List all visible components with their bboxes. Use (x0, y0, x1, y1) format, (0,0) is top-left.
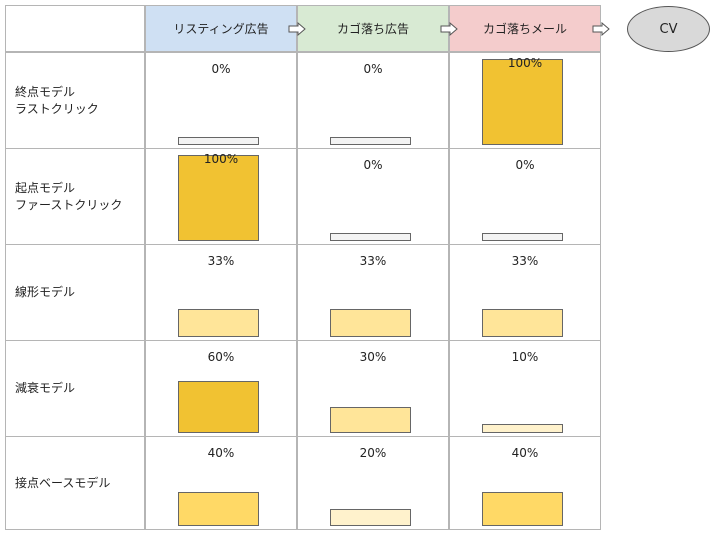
attribution-percent: 10% (511, 350, 539, 364)
model-label-line: ラストクリック (15, 101, 99, 116)
model-cell: 100% (145, 148, 297, 245)
attribution-percent: 40% (511, 446, 539, 460)
attribution-bar (330, 407, 411, 433)
attribution-bar (482, 233, 563, 241)
attribution-percent: 60% (207, 350, 235, 364)
attribution-percent: 0% (363, 158, 383, 172)
channel-header-label: カゴ落ちメール (482, 22, 567, 36)
attribution-percent: 0% (211, 62, 231, 76)
attribution-bar (178, 137, 259, 145)
conversion-label: CV (659, 21, 678, 37)
attribution-percent: 40% (207, 446, 235, 460)
header-corner-cell (5, 5, 145, 52)
attribution-bar (482, 309, 563, 337)
attribution-bar (330, 137, 411, 145)
model-cell: 33% (145, 244, 297, 341)
attribution-percent: 33% (511, 254, 539, 268)
attribution-percent: 30% (359, 350, 387, 364)
model-cell: 10% (449, 340, 601, 437)
model-cell: 60% (145, 340, 297, 437)
attribution-bar (482, 492, 563, 526)
attribution-bar (330, 309, 411, 337)
model-cell: 33% (297, 244, 449, 341)
model-cell: 30% (297, 340, 449, 437)
model-label-line: 起点モデル (15, 180, 76, 195)
model-label-2: 起点モデルファーストクリック (5, 148, 145, 245)
model-label-5: 接点ベースモデル (5, 436, 145, 530)
channel-header-2: カゴ落ち広告 (297, 5, 449, 52)
model-label-line: 終点モデル (15, 84, 76, 99)
channel-header-1: リスティング広告 (145, 5, 297, 52)
flow-arrow-icon (592, 22, 610, 36)
attribution-bar (330, 233, 411, 241)
attribution-bar (482, 424, 563, 433)
attribution-percent: 100% (507, 56, 543, 70)
model-label-line: 減衰モデル (15, 381, 76, 395)
model-cell: 0% (449, 148, 601, 245)
model-cell: 0% (145, 52, 297, 149)
model-label-4: 減衰モデル (5, 340, 145, 437)
attribution-bar (178, 309, 259, 337)
model-cell: 40% (449, 436, 601, 530)
attribution-bar (178, 381, 259, 433)
model-cell: 40% (145, 436, 297, 530)
attribution-bar (330, 509, 411, 526)
channel-header-label: カゴ落ち広告 (336, 22, 409, 36)
model-cell: 0% (297, 52, 449, 149)
attribution-percent: 33% (207, 254, 235, 268)
model-label-3: 線形モデル (5, 244, 145, 341)
channel-header-label: リスティング広告 (173, 22, 269, 36)
attribution-percent: 20% (359, 446, 387, 460)
model-label-line: ファーストクリック (15, 197, 123, 212)
attribution-percent: 100% (203, 152, 239, 166)
attribution-percent: 0% (515, 158, 535, 172)
flow-arrow-icon (440, 22, 458, 36)
model-label-line: 線形モデル (15, 285, 76, 299)
attribution-bar (482, 59, 563, 145)
model-label-line: 接点ベースモデル (15, 475, 111, 490)
model-cell: 100% (449, 52, 601, 149)
attribution-percent: 33% (359, 254, 387, 268)
model-label-1: 終点モデルラストクリック (5, 52, 145, 149)
attribution-bar (178, 492, 259, 526)
model-cell: 0% (297, 148, 449, 245)
attribution-bar (178, 155, 259, 241)
channel-header-3: カゴ落ちメール (449, 5, 601, 52)
model-cell: 33% (449, 244, 601, 341)
attribution-percent: 0% (363, 62, 383, 76)
conversion-node: CV (627, 6, 710, 52)
flow-arrow-icon (288, 22, 306, 36)
model-cell: 20% (297, 436, 449, 530)
